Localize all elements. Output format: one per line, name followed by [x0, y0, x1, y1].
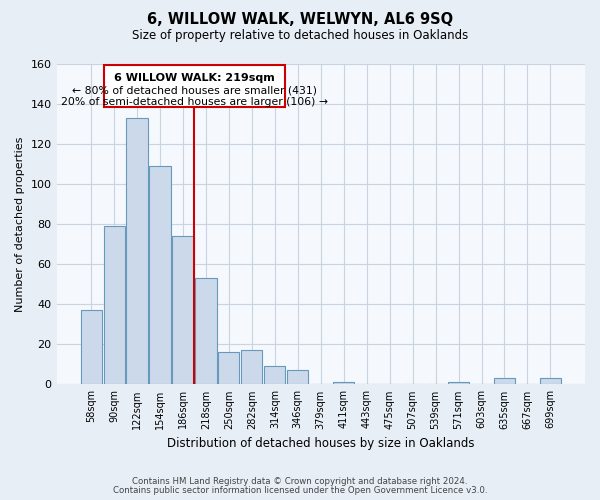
Bar	[494, 378, 515, 384]
Bar	[287, 370, 308, 384]
Bar	[218, 352, 239, 384]
Text: Contains public sector information licensed under the Open Government Licence v3: Contains public sector information licen…	[113, 486, 487, 495]
Text: 6 WILLOW WALK: 219sqm: 6 WILLOW WALK: 219sqm	[114, 73, 275, 83]
Y-axis label: Number of detached properties: Number of detached properties	[15, 136, 25, 312]
Bar	[241, 350, 262, 384]
Bar	[540, 378, 561, 384]
Bar	[80, 310, 101, 384]
Bar	[448, 382, 469, 384]
Bar	[149, 166, 170, 384]
Bar	[264, 366, 286, 384]
X-axis label: Distribution of detached houses by size in Oaklands: Distribution of detached houses by size …	[167, 437, 475, 450]
Bar	[104, 226, 125, 384]
Bar	[172, 236, 194, 384]
Text: 6, WILLOW WALK, WELWYN, AL6 9SQ: 6, WILLOW WALK, WELWYN, AL6 9SQ	[147, 12, 453, 28]
Bar	[196, 278, 217, 384]
Bar	[127, 118, 148, 384]
Text: Contains HM Land Registry data © Crown copyright and database right 2024.: Contains HM Land Registry data © Crown c…	[132, 477, 468, 486]
Text: 20% of semi-detached houses are larger (106) →: 20% of semi-detached houses are larger (…	[61, 97, 328, 107]
FancyBboxPatch shape	[104, 65, 285, 107]
Bar	[333, 382, 354, 384]
Text: Size of property relative to detached houses in Oaklands: Size of property relative to detached ho…	[132, 29, 468, 42]
Text: ← 80% of detached houses are smaller (431): ← 80% of detached houses are smaller (43…	[72, 85, 317, 95]
